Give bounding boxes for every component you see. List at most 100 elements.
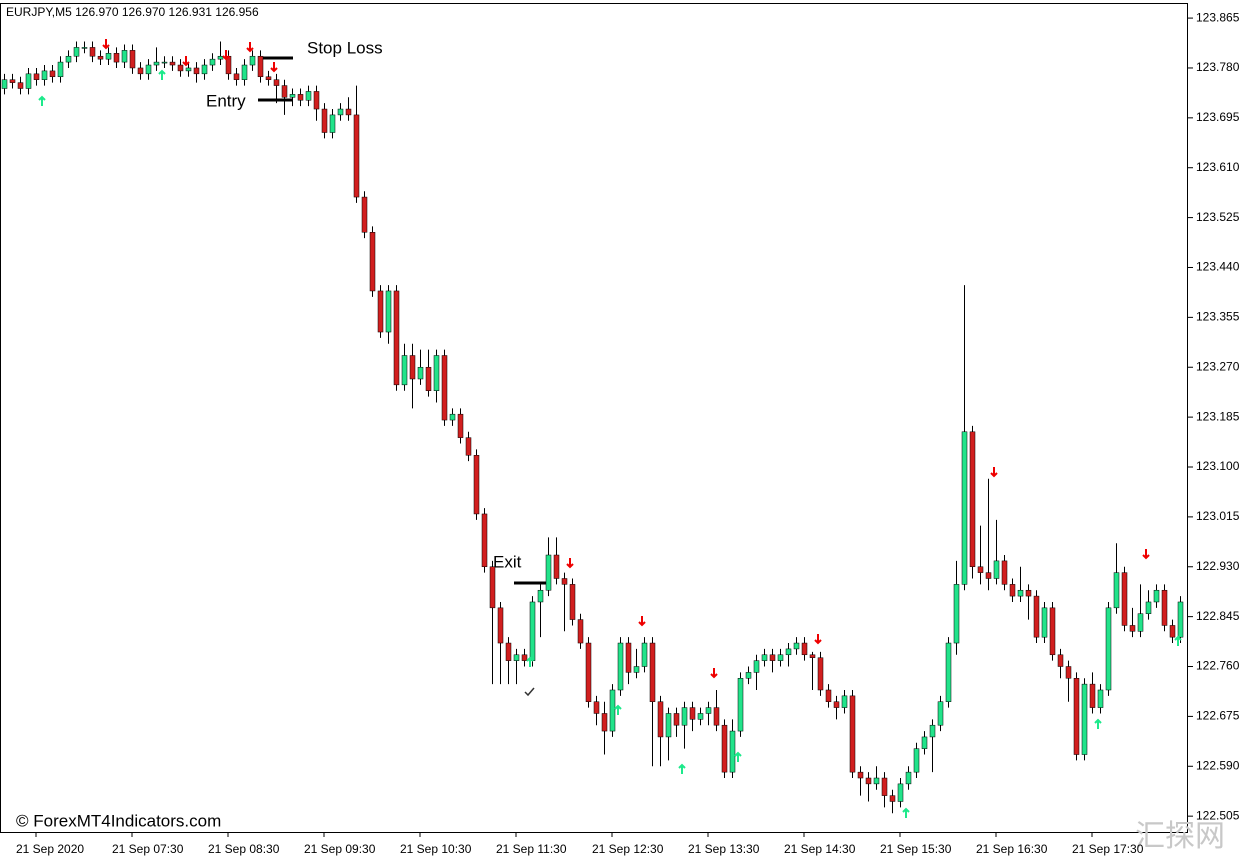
candle-body [161,61,168,64]
candle-body [265,76,272,80]
candle-body [585,642,592,702]
candle-body [705,707,712,714]
candle-body [1033,595,1040,638]
candle-body [185,67,192,72]
candle-body [1081,683,1088,755]
y-tick-label: 123.100 [1196,459,1240,473]
candle-body [601,713,608,732]
candle-body [1177,601,1184,638]
candle-body [409,355,416,380]
candle-body [665,713,672,738]
candle-body [729,730,736,773]
candle-body [313,91,320,110]
candle-body [977,566,984,573]
buy-arrow [678,763,686,774]
sell-arrow [814,634,822,645]
candle-body [377,290,384,333]
candle-body [177,64,184,72]
candle-body [1097,689,1104,708]
candle-body [593,701,600,714]
candle-body [1121,572,1128,626]
candle-body [465,437,472,456]
candle-body [353,114,360,198]
candle-body [361,196,368,233]
candle-body [889,795,896,802]
candle-body [841,695,848,708]
candle-body [753,660,760,673]
candle-body [641,642,648,667]
candle-body [873,777,880,785]
candle-body [921,736,928,749]
x-tick-label: 21 Sep 13:30 [688,842,760,856]
candle-body [1065,666,1072,679]
candle-body [777,654,784,661]
x-tick-label: 21 Sep 17:30 [1072,842,1144,856]
candle-body [969,431,976,568]
candle-body [121,50,128,63]
candle-body [89,47,96,57]
candle-body [545,554,552,591]
candle-body [1113,572,1120,609]
candle-body [17,82,24,89]
candle-body [369,232,376,292]
candle-body [489,566,496,609]
buy-arrow [902,807,910,818]
candle-body [849,695,856,773]
candle-body [233,73,240,80]
candle-body [793,642,800,650]
candle-body [193,67,200,75]
exit-label: Exit [493,552,522,571]
entry-label: Entry [206,91,246,110]
candle-body [689,707,696,720]
x-tick-label: 21 Sep 09:30 [304,842,376,856]
candle-body [833,701,840,708]
candle-body [433,355,440,391]
candle-body [577,619,584,644]
y-tick-label: 122.675 [1196,709,1240,723]
candle-body [681,707,688,726]
candle-body [209,58,216,66]
candle-body [817,657,824,691]
y-tick-label: 123.525 [1196,210,1240,224]
candle-body [81,47,88,49]
x-tick-label: 21 Sep 07:30 [112,842,184,856]
buy-arrow [38,95,46,106]
candle-body [769,654,776,661]
candle-body [393,290,400,386]
sell-arrow [990,467,998,478]
candle-body [145,64,152,75]
candle-body [649,642,656,702]
candle-body [297,94,304,101]
candle-body [33,73,40,80]
candle-body [257,55,264,78]
candle-body [1089,683,1096,708]
candle-body [1145,601,1152,614]
y-tick-label: 123.185 [1196,409,1240,423]
candle-body [937,701,944,726]
candle-body [105,53,112,60]
candle-body [497,607,504,644]
y-tick-label: 123.695 [1196,110,1240,124]
candle-body [1025,589,1032,597]
candle-body [337,108,344,116]
candle-body [905,771,912,785]
candle-body [929,724,936,738]
candle-body [1001,560,1008,585]
candle-body [953,584,960,644]
sell-arrow [182,56,190,67]
candle-body [9,79,16,83]
x-tick-label: 21 Sep 14:30 [784,842,856,856]
x-tick-label: 21 Sep 16:30 [976,842,1048,856]
candle-body [457,413,464,438]
candle-body [809,654,816,658]
candle-body [241,64,248,80]
candle-body [1,79,8,89]
candle-body [481,513,488,568]
y-tick-label: 122.760 [1196,659,1240,673]
candle-body [41,70,48,80]
candle-body [345,108,352,116]
candle-body [553,554,560,579]
candle-body [721,724,728,773]
candle-body [897,783,904,802]
candle-body [417,366,424,380]
